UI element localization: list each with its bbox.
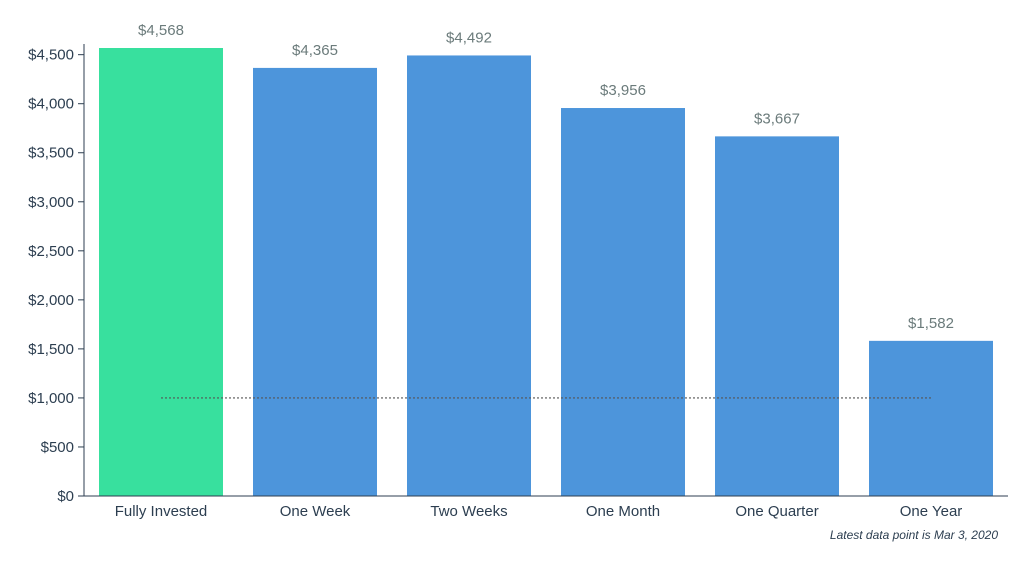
x-tick-label: One Week [280,503,351,520]
data-label: $4,492 [446,29,492,46]
data-label: $1,582 [908,315,954,332]
bar [253,67,377,496]
bar [869,340,993,496]
data-label: $3,956 [600,82,646,99]
y-tick-label: $4,000 [28,96,74,113]
bars: $4,568 $4,365 $4,492 $3,956 $3,667 $1,582 [99,22,993,497]
bar [407,55,531,497]
y-tick-label: $0 [57,488,74,505]
x-axis: Fully Invested One Week Two Weeks One Month… [84,495,1008,520]
y-tick-label: $2,500 [28,243,74,260]
y-tick-label: $1,000 [28,390,74,407]
x-tick-label: One Quarter [735,503,818,520]
y-tick-label: $1,500 [28,341,74,358]
data-label: $3,667 [754,110,800,127]
y-tick-label: $2,000 [28,292,74,309]
y-tick-label: $500 [41,439,74,456]
bar [561,108,685,496]
x-tick-label: One Year [900,503,963,520]
y-tick-label: $3,000 [28,194,74,211]
footnote: Latest data point is Mar 3, 2020 [830,528,998,542]
bar [99,48,223,496]
x-tick-label: Two Weeks [430,503,507,520]
y-axis: $0 $500 $1,000 $1,500 $2,000 $2,500 $3,000 $3,5… [28,44,85,505]
y-tick-label: $4,500 [28,47,74,64]
bar [715,136,839,497]
y-tick-label: $3,500 [28,145,74,162]
data-label: $4,365 [292,42,338,59]
x-tick-label: One Month [586,503,660,520]
data-label: $4,568 [138,22,184,39]
x-tick-label: Fully Invested [115,503,208,520]
